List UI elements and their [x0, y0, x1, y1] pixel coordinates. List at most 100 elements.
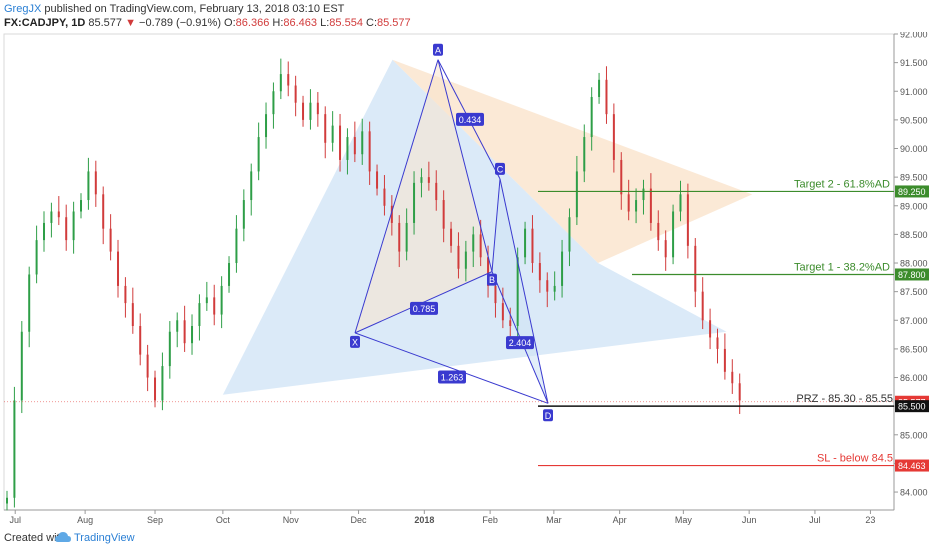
pattern-point-box [495, 162, 505, 175]
candle-body [50, 211, 53, 223]
candle-body [205, 297, 208, 304]
ratio-label: 2.404 [509, 338, 532, 348]
change-arrow-icon: ▼ [125, 17, 136, 29]
bg-pattern-orange [392, 59, 753, 264]
price-tick-label: 88.500 [900, 230, 928, 240]
candle-body [413, 182, 416, 223]
pattern-line-XD [354, 332, 549, 404]
candle-body [383, 188, 386, 206]
time-tick-label: Dec [351, 515, 368, 525]
open-label: O: [224, 17, 236, 29]
candle-body [43, 222, 46, 241]
pattern-point-label: X [352, 337, 358, 347]
time-tick-label: 23 [865, 515, 875, 525]
publish-text: published on TradingView.com, February 1… [44, 3, 345, 15]
candle-body [154, 377, 157, 401]
price-tick-label: 91.500 [900, 58, 928, 68]
time-tick-label: Nov [283, 515, 300, 525]
ratio-label-box [456, 112, 484, 126]
candle-body [472, 234, 475, 252]
price-tick-label: 87.500 [900, 287, 928, 297]
price-tick-label: 89.000 [900, 201, 928, 211]
candle-body [679, 194, 682, 212]
pattern-point-box [350, 335, 360, 348]
level-label: PRZ - 85.30 - 85.55 [796, 393, 893, 405]
candle-body [57, 211, 60, 218]
candle-body [531, 228, 534, 264]
candle-body [479, 234, 482, 258]
candle-body [731, 371, 734, 384]
candle-body [516, 257, 519, 327]
level-price-tag [895, 459, 929, 472]
candle-body [250, 171, 253, 201]
open-value: 86.366 [235, 17, 270, 29]
candle-body [501, 303, 504, 321]
ratio-label-box [506, 336, 534, 350]
level-label: Target 1 - 38.2%AD [794, 261, 890, 273]
close-label: C: [366, 17, 378, 29]
price-tick-label: 86.000 [900, 373, 928, 383]
pattern-point-box [543, 409, 553, 422]
candle-body [6, 497, 8, 504]
time-tick-label: Jul [9, 515, 21, 525]
candle-body [598, 79, 601, 97]
candle-body [376, 171, 379, 189]
pattern-point-box [487, 273, 497, 286]
candle-body [339, 125, 342, 160]
candle-body [738, 383, 741, 401]
tradingview-brand[interactable]: TradingView [74, 532, 135, 544]
candle-body [117, 251, 120, 286]
candle-body [191, 326, 194, 344]
price-tick-label: 90.500 [900, 115, 928, 125]
candle-body [524, 228, 527, 258]
price-tick-label: 87.000 [900, 316, 928, 326]
candle-body [65, 217, 68, 241]
candle-body [20, 331, 23, 401]
candle-body [450, 228, 453, 246]
candle-body [487, 257, 490, 286]
candle-body [649, 188, 652, 223]
candle-body [642, 188, 645, 201]
candle-body [427, 177, 430, 183]
candle-body [242, 200, 245, 229]
candle-body [701, 291, 704, 321]
symbol-info: FX:CADJPY, 1D 85.577 ▼ −0.789 (−0.91%) O… [4, 17, 411, 29]
ratio-label-box [438, 370, 466, 384]
last-price: 85.577 [88, 17, 123, 29]
candle-body [183, 320, 186, 344]
footer: Created with TradingView [0, 530, 932, 550]
pattern-point-label: A [435, 45, 441, 55]
candle-body [257, 137, 260, 172]
low-label: L: [320, 17, 330, 29]
author-link[interactable]: GregJX [4, 3, 42, 15]
candle-body [635, 200, 638, 212]
level-label: SL - below 84.5 [817, 453, 893, 465]
tradingview-cloud-icon [55, 532, 71, 542]
candle-body [494, 285, 497, 304]
level-label: Target 2 - 61.8%AD [794, 178, 890, 190]
time-tick-label: Mar [546, 515, 562, 525]
candle-body [346, 137, 349, 160]
candle-body [568, 217, 571, 252]
candle-body [390, 205, 393, 223]
time-tick-label: Sep [147, 515, 163, 525]
candle-body [235, 228, 238, 264]
price-tick-label: 90.000 [900, 144, 928, 154]
pattern-line-CD [499, 178, 549, 404]
candle-body [139, 326, 142, 355]
candle-body [13, 400, 16, 498]
level-price-tag [895, 185, 929, 198]
level-price-tag-label: 84.463 [898, 461, 926, 471]
pattern-line-XA [354, 59, 439, 334]
candle-body [213, 297, 216, 315]
candle-body [316, 102, 319, 115]
chart-header: GregJX published on TradingView.com, Feb… [0, 0, 932, 32]
candle-body [405, 222, 408, 252]
candle-body [723, 348, 726, 372]
price-chart[interactable]: 92.000 91.500 91.000 90.500 90.000 89.500 89.0… [0, 32, 932, 530]
ratio-label: 0.434 [459, 115, 482, 125]
time-tick-label: May [675, 515, 693, 525]
candle-body [228, 263, 231, 286]
candle-body [279, 74, 282, 92]
price-tick-label: 91.000 [900, 87, 928, 97]
